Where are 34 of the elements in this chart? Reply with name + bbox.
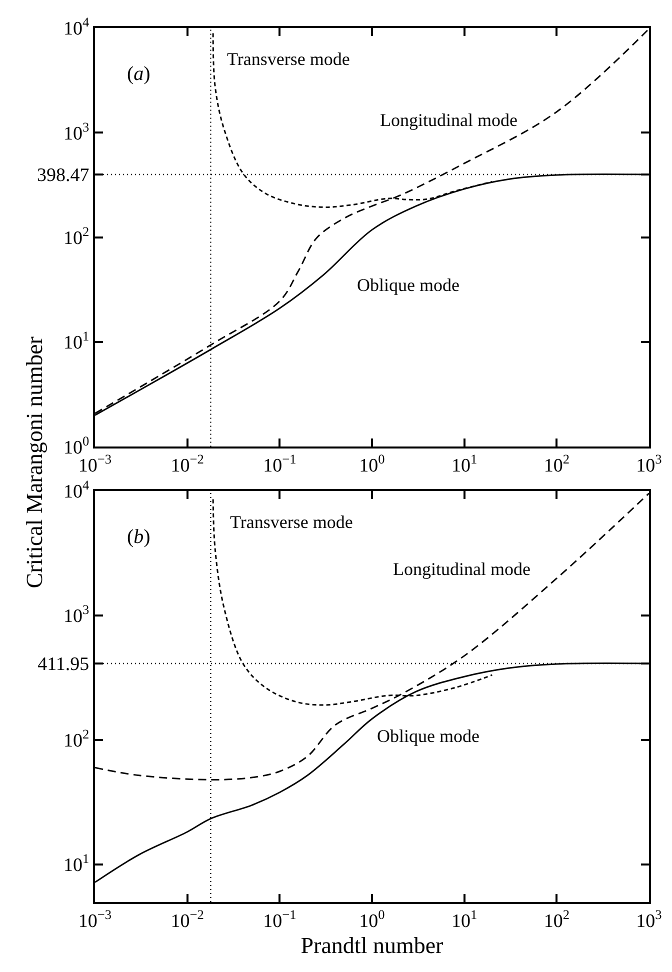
y-tick-label: 10$^{1}$ [64, 328, 90, 354]
x-tick-label: 10$^{−3}$ [78, 906, 112, 932]
annotation: (a) [127, 63, 150, 85]
x-tick-label: 10$^{−2}$ [170, 906, 204, 932]
x-axis-title: Prandtl number [300, 932, 444, 958]
annotation: (b) [127, 526, 150, 548]
y-tick-label: 10$^{4}$ [64, 14, 90, 40]
annotation: Longitudinal mode [393, 559, 530, 579]
y-tick-label: 10$^{3}$ [64, 119, 90, 144]
x-tick-label: 10$^{1}$ [452, 906, 478, 932]
annotation: Longitudinal mode [380, 110, 518, 130]
annotation: Oblique mode [377, 726, 480, 746]
y-tick-label: 411.95 [38, 654, 90, 676]
y-tick-label: 10$^{0}$ [64, 433, 90, 458]
y-tick-label: 10$^{3}$ [64, 602, 90, 628]
y-axis-title: Critical Marangoni number [22, 336, 48, 588]
x-tick-label: 10$^{1}$ [452, 452, 478, 477]
annotation: Transverse mode [230, 512, 353, 532]
x-tick-label: 10$^{0}$ [359, 452, 386, 477]
x-tick-label: 10$^{2}$ [544, 452, 570, 477]
x-tick-label: 10$^{−2}$ [170, 452, 204, 477]
x-tick-label: 10$^{−1}$ [263, 906, 296, 932]
x-tick-label: 10$^{0}$ [359, 906, 386, 932]
y-tick-label: 10$^{2}$ [64, 726, 90, 752]
x-tick-label: 10$^{−1}$ [263, 452, 296, 477]
x-tick-label: 10$^{2}$ [544, 906, 570, 932]
y-tick-label: 10$^{2}$ [64, 224, 90, 249]
annotation: Oblique mode [357, 275, 460, 295]
y-tick-label: 398.47 [36, 165, 90, 186]
x-tick-label: 10$^{3}$ [636, 906, 662, 932]
y-tick-label: 10$^{4}$ [64, 478, 90, 503]
y-tick-label: 10$^{1}$ [64, 851, 90, 876]
annotation: Transverse mode [227, 49, 350, 69]
x-tick-label: 10$^{3}$ [636, 452, 662, 477]
